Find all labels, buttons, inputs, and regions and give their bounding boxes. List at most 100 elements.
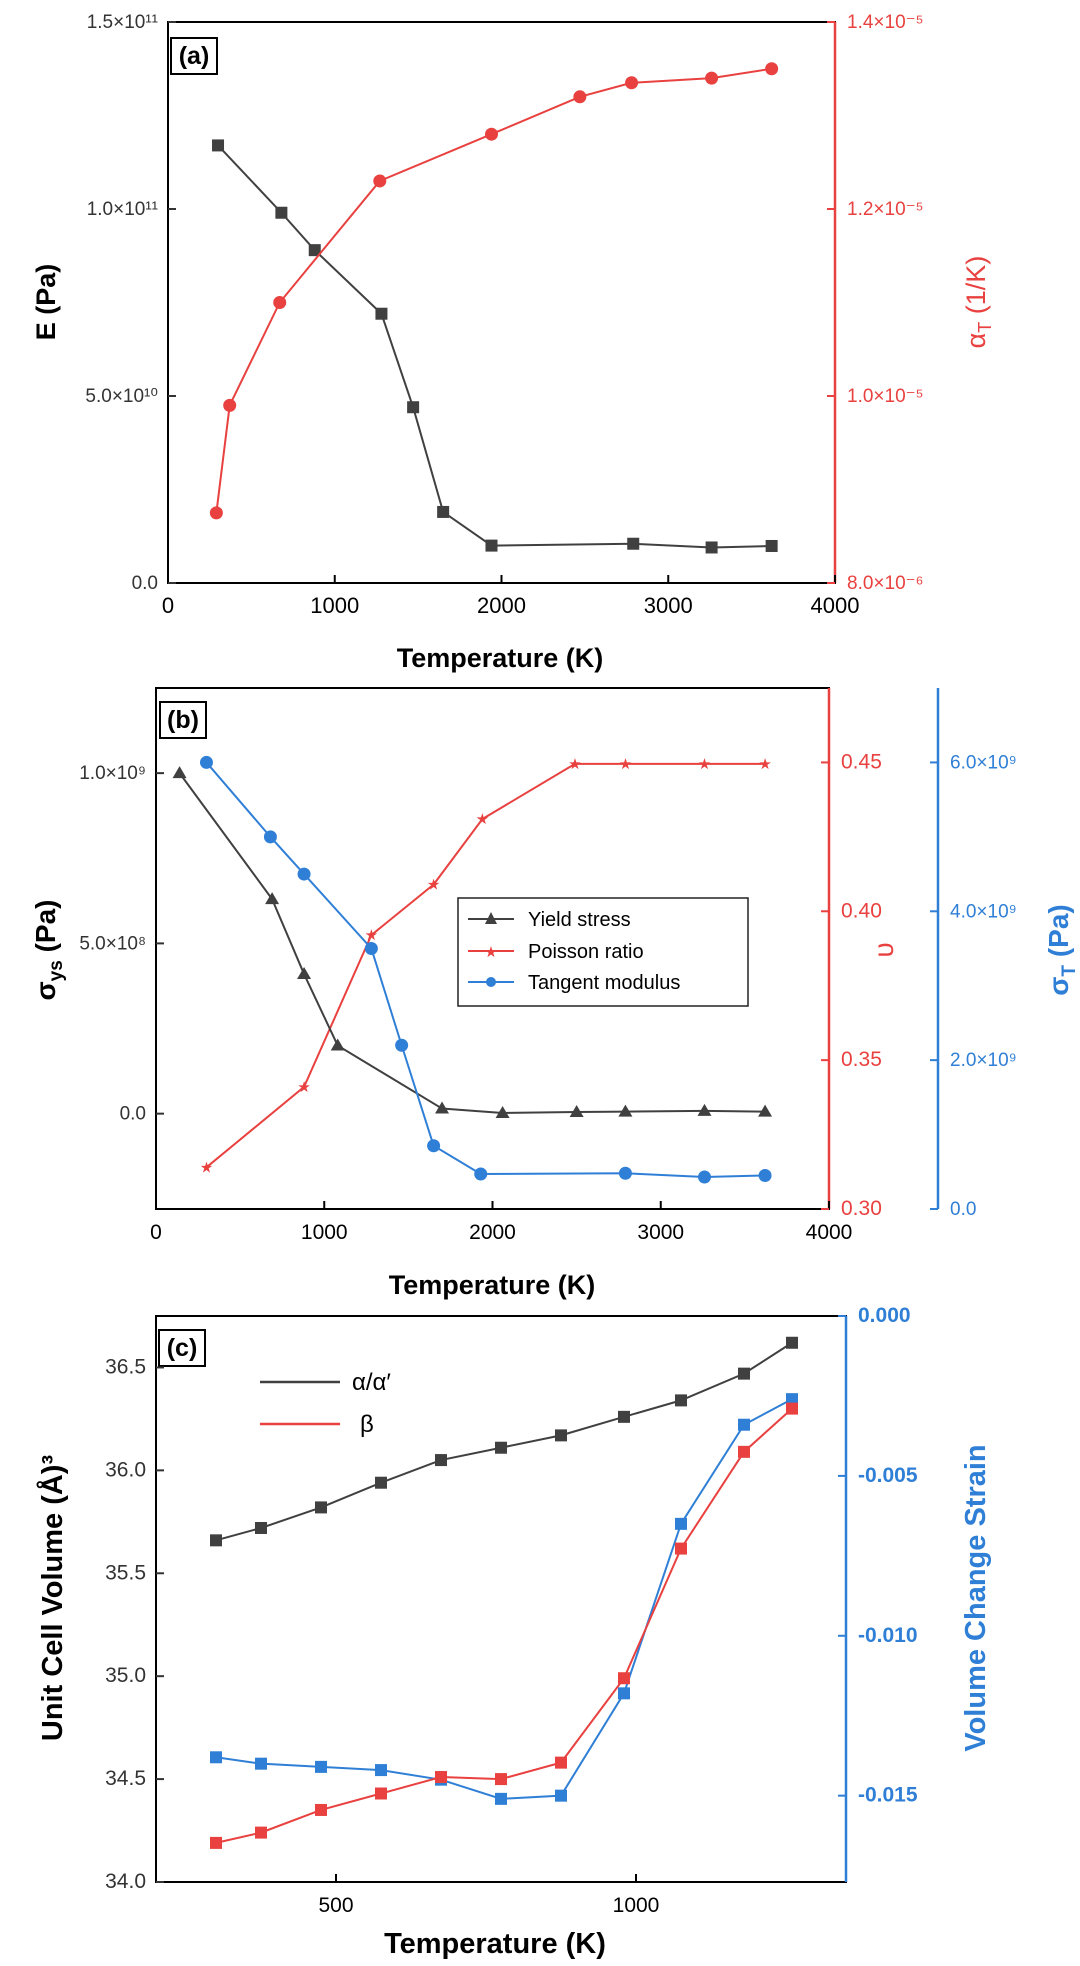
y-axis-label-right-a: αT (1/K) [961,256,995,349]
series-strain-point-4 [375,1764,387,1777]
y-axis-label-left-b: σys (Pa) [30,900,67,1001]
series-poisson-point-8: ★ [698,756,711,773]
series-poisson-point-4: ★ [427,876,440,893]
series-tangent-point-6 [427,1139,441,1153]
legend-marker-yield [485,912,497,924]
legend-label-poisson: Poisson ratio [528,941,644,963]
y-axis-left-b-tick-label-2: 5.0×10⁸ [79,933,146,954]
y-axis-label-left-c: Unit Cell Volume (Å)³ [36,1455,69,1742]
y-axis-left-c-tick-label-4: 35.5 [105,1561,146,1584]
series-alphaT-point-5 [484,127,498,141]
y-axis-label-right-b-poisson: υ [868,942,899,957]
series-beta-point-10 [738,1445,750,1458]
series-strain-point-10 [738,1418,750,1431]
series-tangent-point-3 [297,867,311,881]
y-axis-left-a-tick-label-2: 5.0×10¹⁰ [85,386,158,407]
y-axis-label-right-c: Volume Change Strain [960,1444,992,1751]
series-alphaT-point-8 [705,71,719,85]
y-axis-right2-b-tick-label-3: 4.0×10⁹ [950,901,1017,922]
series-beta-point-9 [675,1542,687,1555]
series-alpha-prime-point-11 [786,1336,798,1349]
series-alphaT-point-4 [373,174,387,188]
series-tangent-point-5 [395,1038,409,1052]
legend-marker-poisson: ★ [484,944,497,961]
x-axis-a-tick-label-4: 3000 [644,593,693,618]
series-alphaT-point-2 [223,398,237,412]
series-poisson-point-1: ★ [200,1159,213,1176]
x-axis-a-tick-label-1: 0 [162,593,174,618]
y-axis-left-c-tick-label-2: 34.5 [105,1767,146,1790]
y-axis-right1-b-tick-label-1: 0.30 [841,1197,882,1220]
legend-label-yield: Yield stress [528,909,631,931]
y-axis-right2-b-tick-label-1: 0.0 [950,1199,976,1220]
y-axis-left-c-tick-label-1: 34.0 [105,1870,146,1893]
y-axis-right-c-tick-label-1: 0.000 [858,1304,911,1327]
series-strain-point-1 [210,1751,222,1764]
y-axis-right-a-tick-label-1: 8.0×10⁻⁶ [847,573,924,594]
legend-label-beta: β [360,1411,374,1438]
x-axis-b-tick-label-4: 3000 [637,1221,684,1244]
series-alphaT-point-9 [765,62,779,76]
y-axis-right1-b-tick-label-3: 0.40 [841,899,882,922]
series-alpha-prime-point-8 [618,1410,630,1423]
series-yield-point-2 [265,892,280,905]
panel-label-box-a [170,37,218,75]
series-tangent-line [205,761,766,1178]
x-axis-label-a: Temperature (K) [397,643,604,673]
y-axis-left-b-tick-label-1: 0.0 [120,1104,146,1125]
y-axis-right1-b-tick-label-2: 0.35 [841,1048,882,1071]
series-yield-point-6 [495,1105,510,1118]
x-axis-label-c: Temperature (K) [384,1928,606,1960]
series-strain-point-2 [255,1757,267,1770]
series-tangent-point-8 [618,1166,632,1180]
series-beta-point-1 [210,1836,222,1849]
panel-label-box-c [158,1329,206,1367]
legend-label-tangent: Tangent modulus [528,972,680,994]
y-axis-right-a-tick-label-2: 1.0×10⁻⁵ [847,386,924,407]
y-axis-right-a-tick-label-4: 1.4×10⁻⁵ [847,12,924,33]
series-strain-point-6 [495,1792,507,1805]
series-alpha-prime-point-3 [315,1501,327,1514]
series-yield-point-7 [569,1104,584,1117]
series-E-point-6 [437,505,450,518]
series-yield-point-1 [172,766,187,779]
series-strain-point-9 [675,1517,687,1530]
y-axis-left-c-tick-label-6: 36.5 [105,1355,146,1378]
legend-c: α/α′ β [260,1369,391,1438]
y-axis-right-a-tick-label-3: 1.2×10⁻⁵ [847,199,924,220]
series-beta-point-3 [315,1803,327,1816]
panel-label-box-b [159,701,207,739]
x-axis-b-tick-label-5: 4000 [806,1221,853,1244]
series-strain-point-7 [555,1789,567,1802]
x-axis-b-tick-label-1: 0 [150,1221,162,1244]
y-axis-right-c-tick-label-2: -0.005 [858,1464,918,1487]
series-poisson-line [205,762,766,1169]
series-beta-point-6 [495,1773,507,1786]
series-yield-point-9 [697,1103,712,1116]
y-axis-right-c-tick-label-4: -0.015 [858,1784,918,1807]
x-axis-c-tick-label-2: 1000 [613,1894,660,1917]
y-axis-left-a-tick-label-1: 0.0 [132,573,158,594]
x-axis-b-tick-label-2: 1000 [301,1221,348,1244]
series-E-point-5 [407,401,420,414]
series-alpha-prime-point-6 [495,1441,507,1454]
legend-label-alpha: α/α′ [352,1369,391,1396]
series-tangent-point-4 [364,942,378,955]
series-E-line [217,144,772,549]
y-axis-left-c-tick-label-3: 35.0 [105,1664,146,1687]
series-poisson-point-9: ★ [758,756,771,773]
series-beta-point-4 [375,1787,387,1800]
y-axis-left-b-tick-label-3: 1.0×10⁹ [79,763,146,784]
series-alpha-prime-point-7 [555,1429,567,1442]
y-axis-left-c-tick-label-5: 36.0 [105,1458,146,1481]
series-beta-point-8 [618,1672,630,1685]
panel-label-b: (b) [167,706,199,734]
series-tangent-point-10 [758,1169,772,1183]
series-alpha-prime-point-9 [675,1394,687,1407]
series-alpha-prime-point-4 [375,1476,387,1489]
y-axis-right-c-tick-label-3: -0.010 [858,1624,918,1647]
series-tangent-point-2 [263,830,277,844]
series-tangent-point-1 [199,755,213,769]
series-poisson-point-6: ★ [568,756,581,773]
